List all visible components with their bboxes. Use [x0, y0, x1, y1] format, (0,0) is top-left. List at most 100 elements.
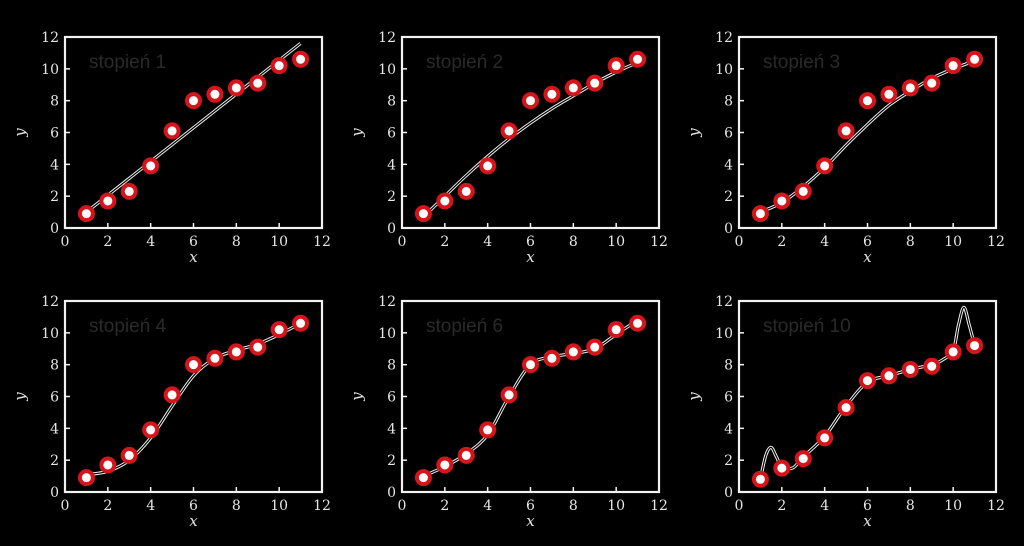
- x-axis-label: x: [189, 248, 198, 266]
- x-tick-label: 12: [650, 498, 668, 514]
- data-point: [794, 450, 812, 468]
- x-tick-label: 8: [232, 498, 241, 514]
- plot-panel-3: 0 2 4 6 8 10 12 0 2 4 6 8 10 12 x y stopień 3: [685, 30, 1005, 266]
- x-tick-label: 4: [483, 498, 492, 514]
- data-point: [923, 357, 941, 375]
- y-axis-label: y: [348, 392, 366, 402]
- y-axis-label: y: [11, 392, 29, 402]
- data-point: [457, 182, 475, 200]
- x-tick-label: 0: [735, 498, 744, 514]
- x-tick-label: 10: [607, 498, 625, 514]
- y-tick-label: 8: [50, 358, 59, 374]
- x-tick-label: 4: [820, 498, 829, 514]
- x-tick-label: 12: [650, 234, 668, 250]
- y-tick-label: 6: [50, 390, 59, 406]
- x-tick-label: 6: [863, 234, 872, 250]
- data-point: [522, 92, 539, 110]
- x-tick-label: 8: [569, 498, 578, 514]
- x-tick-label: 0: [61, 498, 70, 514]
- data-point: [607, 57, 625, 75]
- data-point: [77, 469, 95, 487]
- data-point: [500, 386, 518, 404]
- data-point: [457, 446, 475, 464]
- x-tick-label: 10: [270, 234, 288, 250]
- data-point: [292, 314, 310, 332]
- x-tick-label: 2: [103, 234, 112, 250]
- y-tick-label: 4: [724, 157, 733, 173]
- data-point: [436, 456, 454, 474]
- x-tick-label: 0: [398, 234, 407, 250]
- x-tick-label: 6: [863, 498, 872, 514]
- y-tick-label: 0: [50, 485, 59, 501]
- y-tick-label: 0: [724, 221, 733, 237]
- data-point: [249, 74, 267, 92]
- y-tick-label: 8: [724, 358, 733, 374]
- data-point: [479, 157, 497, 175]
- y-tick-label: 4: [50, 157, 59, 173]
- data-point: [586, 74, 604, 92]
- x-tick-label: 0: [398, 498, 407, 514]
- y-tick-label: 6: [50, 126, 59, 142]
- data-point: [270, 321, 288, 339]
- data-point: [944, 343, 962, 361]
- y-tick-label: 8: [724, 94, 733, 110]
- y-tick-label: 2: [724, 453, 733, 469]
- data-point: [436, 192, 454, 210]
- x-tick-label: 10: [270, 498, 288, 514]
- x-tick-label: 4: [146, 234, 155, 250]
- data-point: [586, 338, 604, 356]
- x-tick-label: 12: [987, 498, 1005, 514]
- data-point: [120, 182, 138, 200]
- data-point: [629, 50, 647, 68]
- panel-title: stopień 1: [89, 52, 166, 73]
- data-point: [414, 469, 432, 487]
- x-tick-label: 6: [526, 234, 535, 250]
- data-point: [99, 192, 117, 210]
- y-tick-label: 6: [387, 126, 396, 142]
- data-point: [292, 50, 310, 68]
- data-point: [880, 85, 898, 103]
- x-tick-label: 6: [526, 498, 535, 514]
- data-point: [249, 338, 267, 356]
- y-tick-label: 10: [715, 62, 733, 78]
- y-tick-label: 6: [387, 390, 396, 406]
- panel-title: stopień 10: [763, 316, 851, 337]
- y-tick-label: 8: [387, 94, 396, 110]
- x-axis-label: x: [526, 248, 535, 266]
- x-tick-label: 2: [103, 498, 112, 514]
- data-point: [773, 459, 791, 477]
- x-tick-label: 4: [820, 234, 829, 250]
- data-point: [270, 57, 288, 75]
- data-point: [522, 356, 539, 374]
- x-axis-label: x: [189, 512, 198, 530]
- y-tick-label: 10: [715, 326, 733, 342]
- x-axis-label: x: [863, 512, 872, 530]
- x-tick-label: 10: [944, 234, 962, 250]
- x-tick-label: 4: [146, 498, 155, 514]
- data-point: [142, 421, 160, 439]
- data-point: [142, 157, 160, 175]
- data-point: [500, 122, 518, 140]
- y-tick-label: 2: [50, 453, 59, 469]
- y-tick-label: 12: [41, 294, 59, 310]
- y-tick-label: 2: [387, 453, 396, 469]
- y-tick-label: 4: [387, 421, 396, 437]
- data-point: [794, 182, 812, 200]
- data-point: [859, 372, 876, 390]
- y-tick-label: 8: [50, 94, 59, 110]
- plot-panel-1: 0 2 4 6 8 10 12 0 2 4 6 8 10 12 x y stopień 1: [11, 30, 331, 266]
- y-tick-label: 0: [50, 221, 59, 237]
- x-tick-label: 12: [313, 234, 331, 250]
- data-point: [923, 74, 941, 92]
- data-point: [629, 314, 647, 332]
- y-tick-label: 4: [387, 157, 396, 173]
- data-point: [773, 192, 791, 210]
- data-point: [99, 456, 117, 474]
- y-tick-label: 12: [715, 294, 733, 310]
- panel-title: stopień 2: [426, 52, 503, 73]
- data-point: [859, 92, 876, 110]
- data-point: [816, 157, 834, 175]
- data-point: [163, 386, 181, 404]
- y-tick-label: 10: [378, 62, 396, 78]
